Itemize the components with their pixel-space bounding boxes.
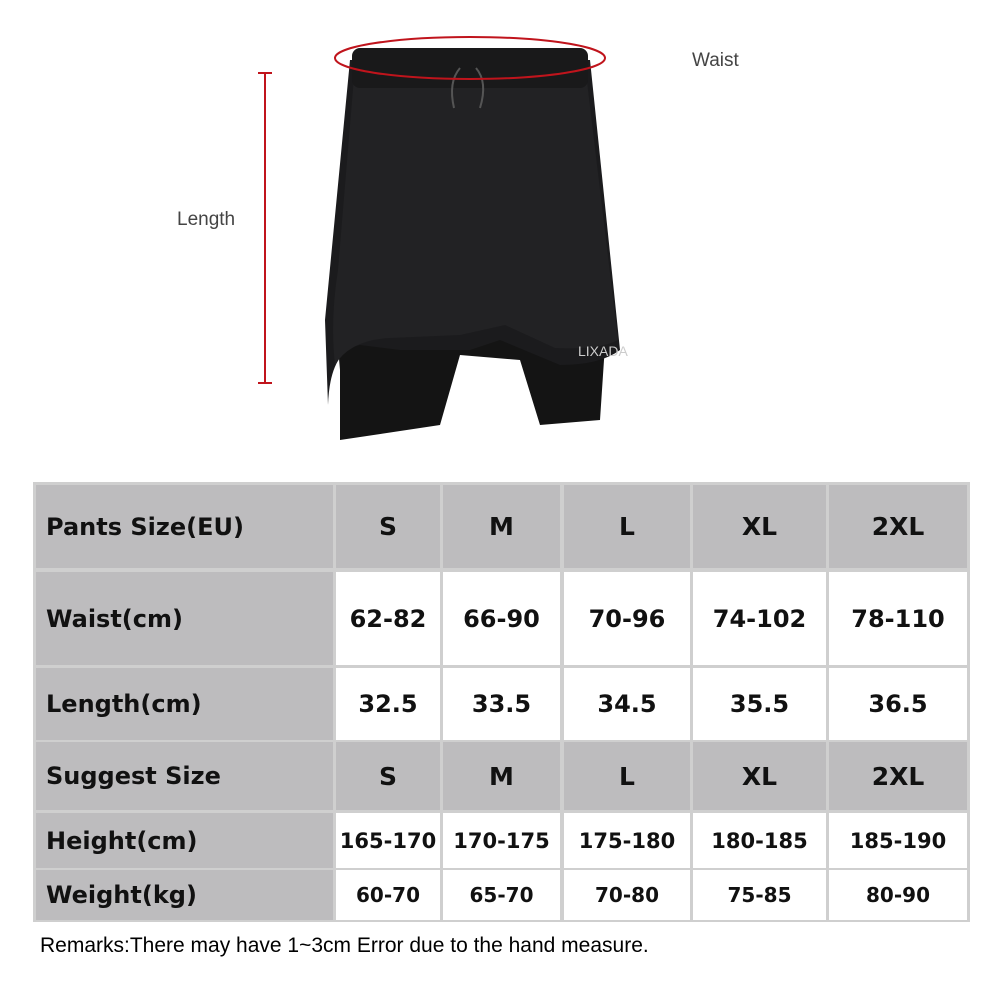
table-cell: 185-190: [829, 813, 967, 868]
table-cell: S: [336, 485, 440, 568]
waist-label: Waist: [692, 50, 739, 71]
row-header: Weight(kg): [36, 870, 333, 920]
row-header: Length(cm): [36, 668, 333, 740]
table-cell: 175-180: [564, 813, 690, 868]
size-table: Pants Size(EU) S M L XL 2XL Waist(cm) 62-82 66-9…: [33, 482, 970, 922]
table-cell: 180-185: [693, 813, 826, 868]
table-cell: 2XL: [829, 742, 967, 810]
table-cell: 65-70: [443, 870, 560, 920]
table-cell: 66-90: [443, 572, 560, 665]
table-cell: 36.5: [829, 668, 967, 740]
table-cell: 62-82: [336, 572, 440, 665]
table-cell: 2XL: [829, 485, 967, 568]
table-cell: 170-175: [443, 813, 560, 868]
remarks-text: Remarks:There may have 1~3cm Error due t…: [40, 934, 649, 957]
table-cell: 75-85: [693, 870, 826, 920]
brand-logo: LIXADA: [578, 343, 628, 359]
table-cell: 33.5: [443, 668, 560, 740]
table-cell: L: [564, 742, 690, 810]
row-header: Waist(cm): [36, 572, 333, 665]
table-cell: M: [443, 485, 560, 568]
table-cell: XL: [693, 742, 826, 810]
table-cell: L: [564, 485, 690, 568]
table-cell: 35.5: [693, 668, 826, 740]
table-cell: M: [443, 742, 560, 810]
shorts-image: LIXADA: [325, 36, 628, 440]
table-cell: S: [336, 742, 440, 810]
length-label: Length: [177, 209, 236, 230]
table-cell: 60-70: [336, 870, 440, 920]
row-header: Height(cm): [36, 813, 333, 868]
table-cell: XL: [693, 485, 826, 568]
row-header: Suggest Size: [36, 742, 333, 810]
length-marker: [258, 72, 272, 384]
table-cell: 74-102: [693, 572, 826, 665]
table-cell: 70-96: [564, 572, 690, 665]
table-cell: 78-110: [829, 572, 967, 665]
row-header: Pants Size(EU): [36, 485, 333, 568]
table-cell: 32.5: [336, 668, 440, 740]
table-cell: 80-90: [829, 870, 967, 920]
table-cell: 70-80: [564, 870, 690, 920]
table-cell: 34.5: [564, 668, 690, 740]
table-cell: 165-170: [336, 813, 440, 868]
